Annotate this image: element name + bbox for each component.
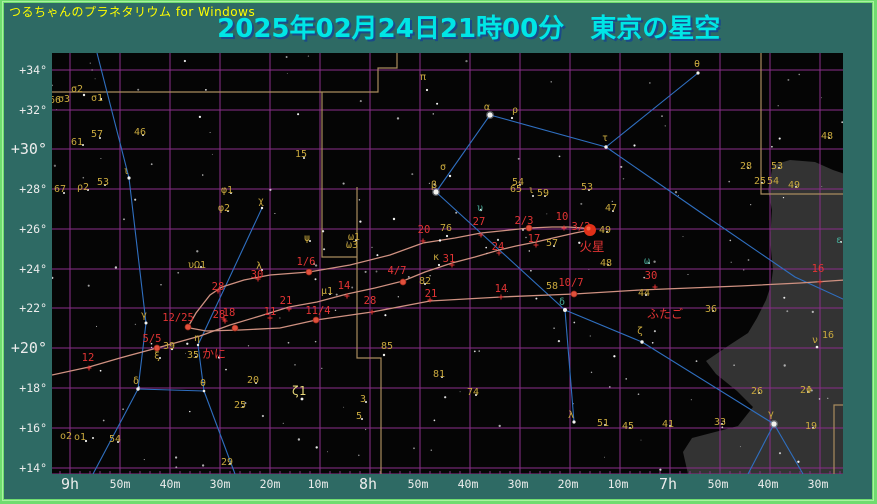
dec-axis-label: +34° [19,63,47,77]
ra-axis-label: 9h [60,475,80,493]
dec-axis-label: +26° [19,222,47,236]
ra-axis-label: 8h [358,475,378,493]
ra-axis-label: 20m [557,477,579,491]
ra-axis-label: 40m [159,477,181,491]
dec-axis-label: +30° [10,140,47,158]
star-chart[interactable] [52,53,843,474]
ra-axis-label: 40m [757,477,779,491]
ra-axis-label: 40m [457,477,479,491]
dec-axis-label: +32° [19,103,47,117]
dec-axis-label: +28° [19,182,47,196]
dec-axis-label: +16° [19,421,47,435]
dec-axis-label: +24° [19,262,47,276]
ra-axis-label: 30m [807,477,829,491]
ra-axis-label: 50m [109,477,131,491]
dec-axis-label: +20° [10,339,47,357]
ra-axis-label: 30m [507,477,529,491]
chart-title: 2025年02月24日21時00分 東京の星空 [217,14,721,44]
ra-axis-label: 20m [259,477,281,491]
ra-axis-label: 30m [209,477,231,491]
ra-axis-label: 10m [307,477,329,491]
ra-axis-label: 50m [407,477,429,491]
app-title: つるちゃんのプラネタリウム for Windows [9,5,256,19]
dec-axis-label: +18° [19,381,47,395]
dec-axis-label: +14° [19,461,47,475]
ra-axis-label: 50m [707,477,729,491]
ra-axis-label: 7h [658,475,678,493]
ra-axis-label: 10m [607,477,629,491]
dec-axis-label: +22° [19,301,47,315]
